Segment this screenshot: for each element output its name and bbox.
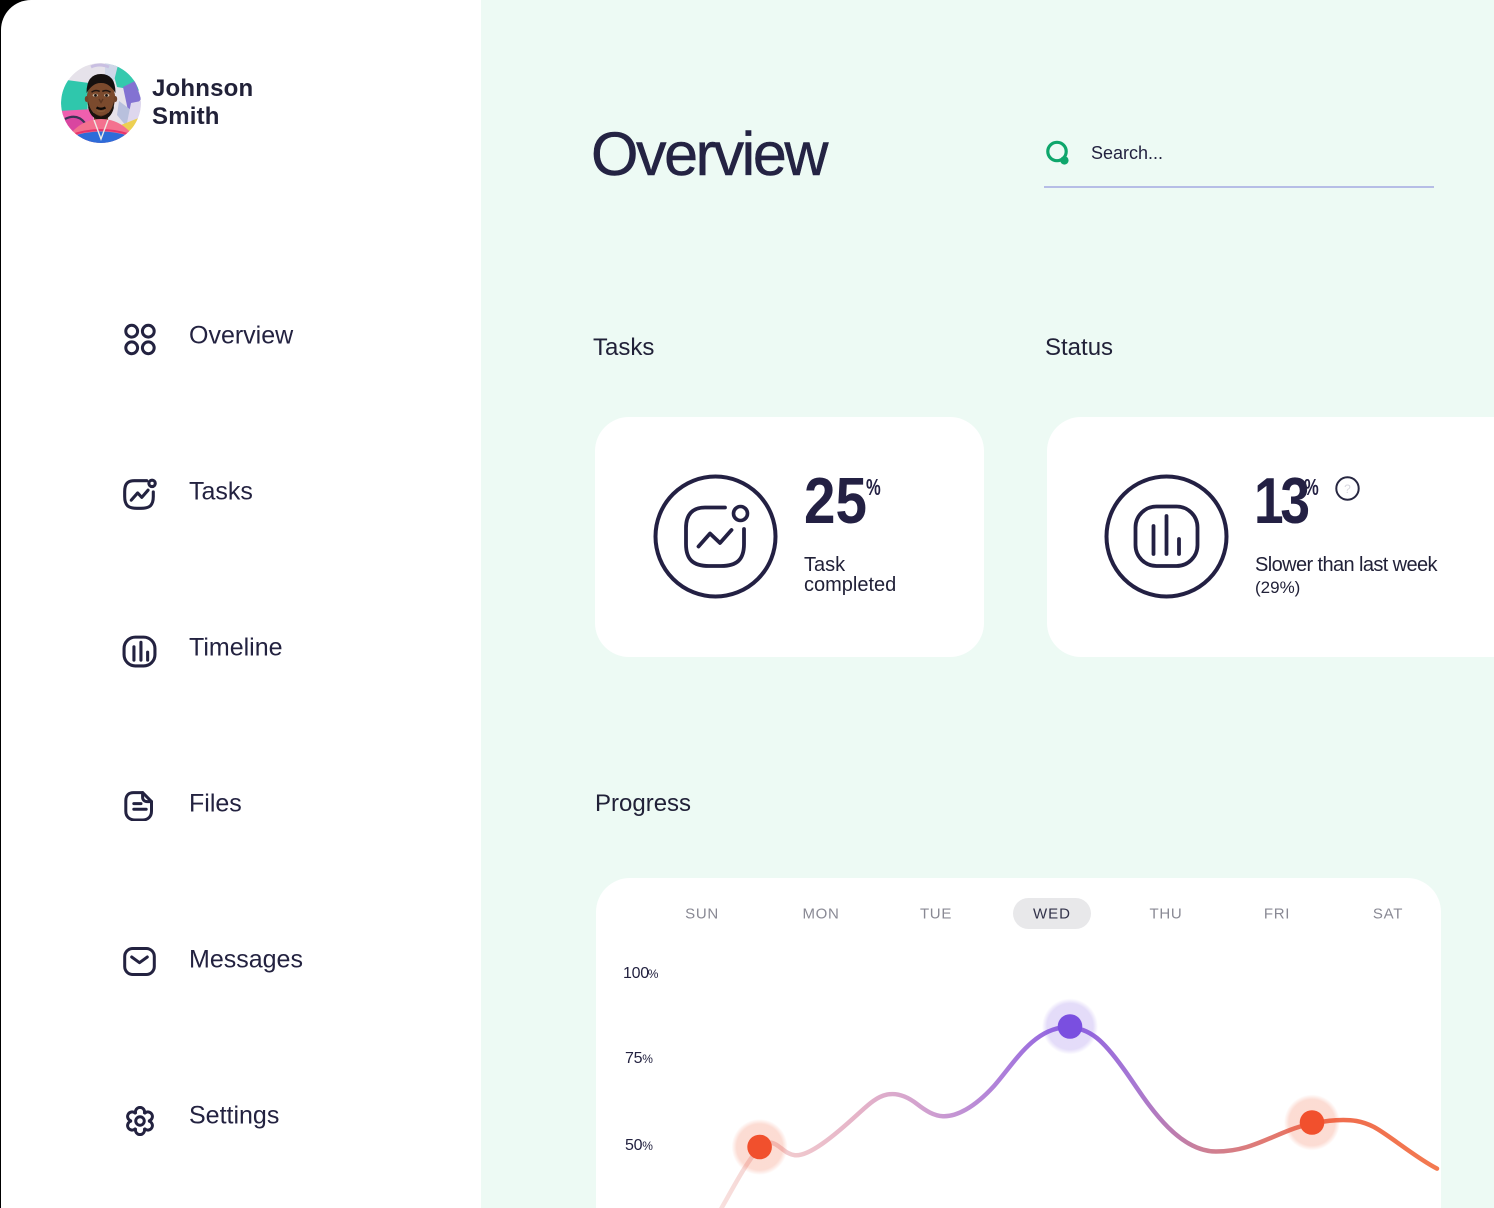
svg-text:?: ?: [1344, 482, 1351, 496]
